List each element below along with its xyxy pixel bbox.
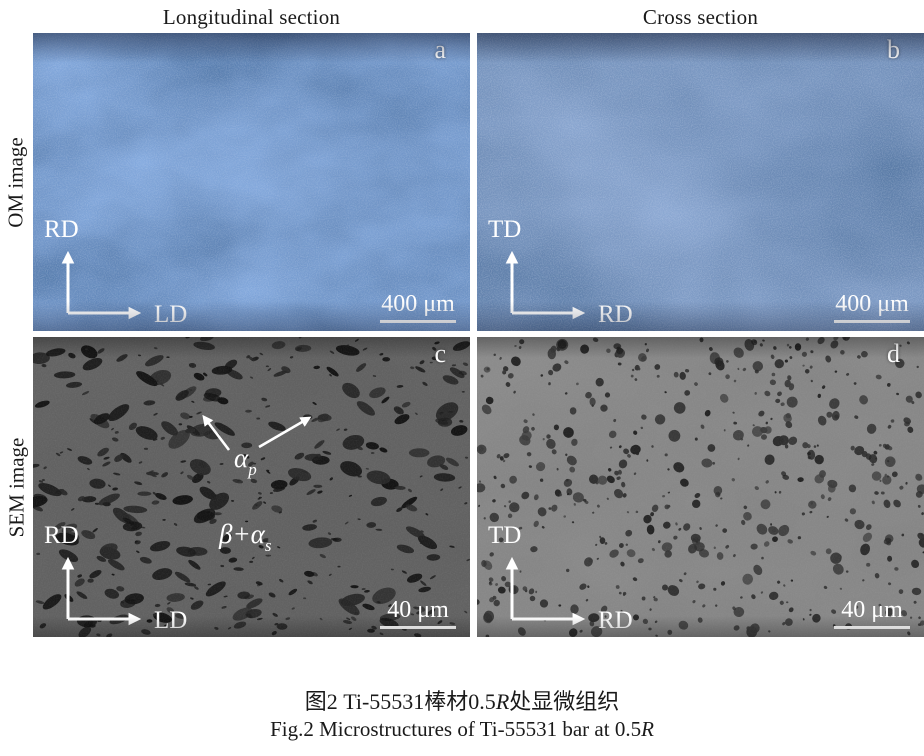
sem-micrograph-texture [33,337,470,637]
caption-en-italic-r: R [641,717,654,741]
om-micrograph-texture [33,33,470,331]
axis-horizontal-label: RD [598,301,633,326]
column-header-longitudinal: Longitudinal section [162,5,341,29]
row-label-om: OM image [0,33,33,331]
scale-bar-label: 400 μm [381,290,455,317]
axis-arrows-icon: TD RD [488,216,633,326]
scale-bar-line [834,626,910,629]
micrograph-panel-b: b TD RD 400 μm [477,33,924,331]
scale-bar: 40 μm [834,596,910,629]
axis-horizontal-label: LD [154,301,187,326]
scale-bar-label: 40 μm [841,596,903,623]
row-label-sem-text: SEM image [4,437,28,537]
micrograph-panel-c: αp β+αs c RD LD 40 μm [33,337,470,637]
alpha-p-label: αp [234,443,257,479]
scale-bar: 40 μm [380,596,456,629]
panel-letter-a: a [434,35,446,64]
caption-en-prefix: Fig.2 Microstructures of Ti-55531 bar at… [270,717,642,741]
figure-caption-chinese: 图2 Ti-55531棒材0.5R处显微组织 [0,684,924,716]
om-micrograph-texture [477,33,924,331]
scale-bar-line [834,320,910,323]
axis-vertical-label: TD [488,216,521,243]
sem-micrograph-texture [477,337,924,637]
micrograph-panel-a: a RD LD 400 μm [33,33,470,331]
scale-bar: 400 μm [380,290,456,323]
caption-zh-suffix: 处显微组织 [509,689,620,714]
panel-letter-d: d [887,339,900,368]
axis-arrows-icon: RD LD [44,522,187,632]
micrograph-panel-d: d TD RD 40 μm [477,337,924,637]
row-label-om-text: OM image [4,136,28,228]
axis-horizontal-label: LD [154,607,187,632]
column-header-cross: Cross section [642,5,759,29]
figure-caption-english: Fig.2 Microstructures of Ti-55531 bar at… [0,717,924,742]
panel-letter-b: b [887,35,900,64]
scale-bar-line [380,626,456,629]
caption-zh-prefix: 图2 Ti-55531棒材0.5 [304,689,496,714]
row-label-sem: SEM image [0,337,33,637]
axis-horizontal-label: RD [598,607,633,632]
axis-arrows-icon: RD LD [44,216,187,326]
axis-vertical-label: RD [44,216,79,243]
axis-vertical-label: RD [44,522,79,549]
scale-bar-line [380,320,456,323]
axis-vertical-label: TD [488,522,521,549]
caption-zh-italic-r: R [495,689,510,714]
beta-alpha-s-label: β+αs [218,519,272,555]
scale-bar-label: 40 μm [387,596,449,623]
scale-bar-label: 400 μm [835,290,909,317]
scale-bar: 400 μm [834,290,910,323]
axis-arrows-icon: TD RD [488,522,633,632]
panel-letter-c: c [434,339,446,368]
phase-annotations: αp β+αs [202,414,312,555]
